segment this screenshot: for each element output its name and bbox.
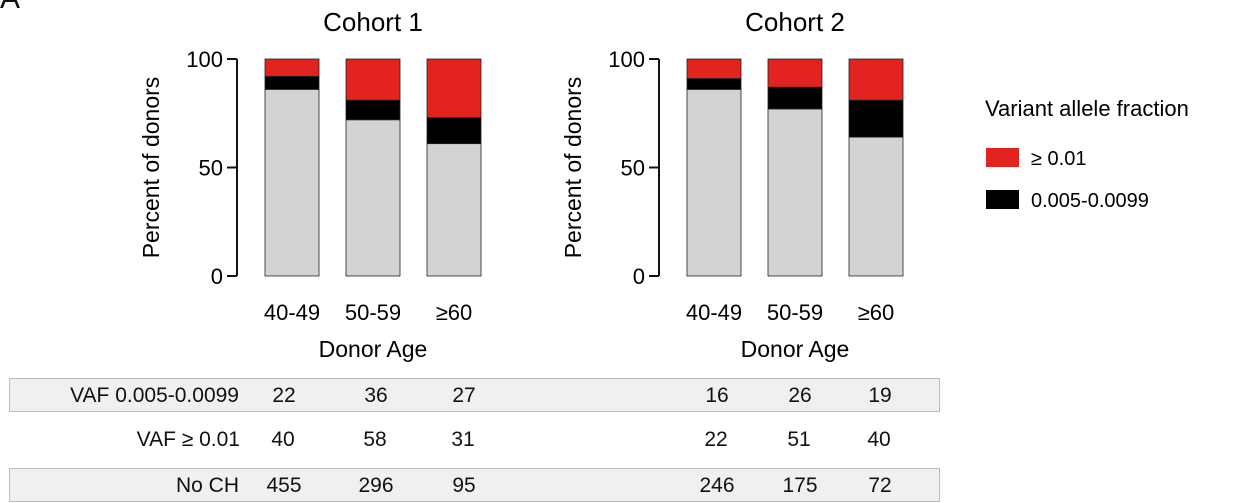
panel-letter: A xyxy=(0,0,20,14)
table-row: No CH 455 296 95 246 175 72 xyxy=(9,468,940,502)
count-cell-cohort1: 40 xyxy=(271,428,295,451)
count-cell-cohort1: 95 xyxy=(452,474,476,497)
count-cell-cohort2: 19 xyxy=(868,384,892,407)
legend-swatch xyxy=(986,148,1019,167)
row-label: No CH xyxy=(175,474,239,497)
bar-segment-no-ch xyxy=(264,88,320,277)
table-row: VAF 0.005-0.0099 22 36 27 16 26 19 xyxy=(9,378,940,412)
bar-segment-vaf-small xyxy=(426,117,482,145)
count-cell-cohort2: 72 xyxy=(868,474,892,497)
bar-segment-vaf-large xyxy=(848,58,904,101)
y-tick-label: 50 xyxy=(199,156,223,181)
y-axis-label: Percent of donors xyxy=(138,77,164,259)
count-cell-cohort1: 36 xyxy=(364,384,388,407)
row-label: VAF ≥ 0.01 xyxy=(136,428,240,451)
count-cell-cohort1: 58 xyxy=(363,428,387,451)
x-axis-label: Donor Age xyxy=(741,336,850,362)
table-row: VAF ≥ 0.01 40 58 31 22 51 40 xyxy=(9,423,940,457)
bar-segment-vaf-small xyxy=(767,86,823,110)
y-tick-label: 50 xyxy=(621,156,645,181)
count-cell-cohort2: 40 xyxy=(867,428,891,451)
bar-segment-no-ch xyxy=(345,119,401,277)
bar-segment-vaf-small xyxy=(848,99,904,138)
y-axis-label: Percent of donors xyxy=(560,77,586,259)
bar-segment-no-ch xyxy=(686,88,742,277)
bar-segment-vaf-large xyxy=(345,58,401,101)
bar-segment-vaf-large xyxy=(686,58,742,79)
y-tick-label: 0 xyxy=(211,264,223,289)
x-tick-label: ≥60 xyxy=(436,300,473,325)
count-cell-cohort1: 296 xyxy=(358,474,394,497)
count-cell-cohort2: 26 xyxy=(788,384,812,407)
bar-segment-no-ch xyxy=(767,108,823,277)
count-cell-cohort2: 246 xyxy=(699,474,735,497)
count-cell-cohort1: 27 xyxy=(452,384,476,407)
y-tick-label: 0 xyxy=(633,264,645,289)
x-tick-label: 40-49 xyxy=(686,300,742,325)
chart-title: Cohort 2 xyxy=(745,7,845,37)
bar-segment-vaf-large xyxy=(264,58,320,77)
y-tick-label: 100 xyxy=(608,47,645,72)
count-cell-cohort2: 22 xyxy=(704,428,728,451)
count-cell-cohort1: 22 xyxy=(272,384,296,407)
count-cell-cohort1: 31 xyxy=(451,428,475,451)
bar-segment-vaf-large xyxy=(426,58,482,118)
x-tick-label: 50-59 xyxy=(767,300,823,325)
legend-label: 0.005-0.0099 xyxy=(1031,190,1149,212)
bar-segment-vaf-large xyxy=(767,58,823,88)
count-cell-cohort2: 175 xyxy=(782,474,818,497)
legend-label: ≥ 0.01 xyxy=(1031,148,1086,170)
bar-segment-vaf-small xyxy=(264,75,320,90)
chart-title: Cohort 1 xyxy=(323,7,423,37)
count-cell-cohort2: 16 xyxy=(705,384,729,407)
y-tick-label: 100 xyxy=(186,47,223,72)
row-label: VAF 0.005-0.0099 xyxy=(70,384,239,407)
x-axis-label: Donor Age xyxy=(319,336,428,362)
bar-segment-no-ch xyxy=(848,136,904,277)
legend-swatch xyxy=(986,190,1019,209)
x-tick-label: ≥60 xyxy=(858,300,895,325)
bar-segment-vaf-small xyxy=(345,99,401,121)
bar-segment-vaf-small xyxy=(686,78,742,90)
x-tick-label: 40-49 xyxy=(264,300,320,325)
count-cell-cohort1: 455 xyxy=(266,474,302,497)
legend-title: Variant allele fraction xyxy=(985,96,1189,121)
count-cell-cohort2: 51 xyxy=(787,428,811,451)
bar-segment-no-ch xyxy=(426,143,482,277)
x-tick-label: 50-59 xyxy=(345,300,401,325)
